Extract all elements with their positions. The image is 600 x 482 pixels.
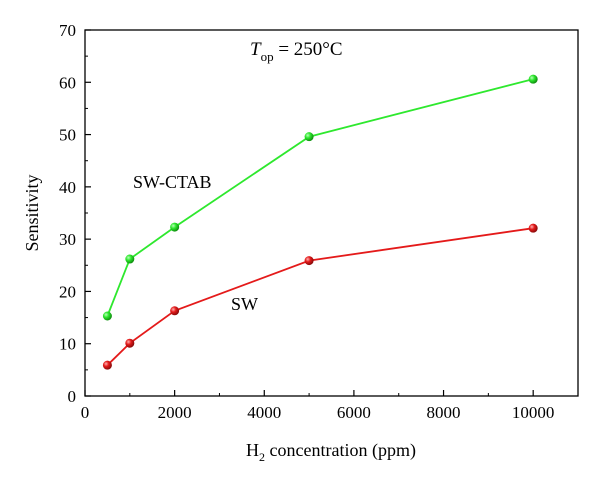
axes: 0 2000 4000 6000 8000 10000 0 10 20 30 40 50 60 70	[59, 21, 579, 422]
data-point-sw-ctab	[528, 74, 538, 84]
series-line-sw	[106, 227, 534, 366]
series-labels: SW-CTAB SW	[133, 172, 258, 314]
data-point-sw-ctab	[304, 132, 314, 142]
series-line-sw-ctab	[106, 78, 534, 317]
y-tick-label: 70	[59, 21, 76, 40]
x-axis-label-subscript: 2	[259, 450, 265, 464]
series-layer	[102, 74, 538, 370]
x-axis-label-suffix: concentration (ppm)	[265, 440, 416, 461]
data-point-sw	[528, 223, 538, 233]
data-point-sw	[304, 256, 314, 266]
x-tick-label: 2000	[158, 403, 192, 422]
data-point-sw-ctab	[125, 254, 135, 264]
y-tick-label: 60	[59, 73, 76, 92]
data-point-sw-ctab	[102, 311, 112, 321]
annotation-suffix: = 250°C	[274, 39, 343, 60]
data-point-sw	[102, 360, 112, 370]
y-tick-label: 40	[59, 178, 76, 197]
y-axis-label: Sensitivity	[22, 174, 42, 251]
x-tick-label: 8000	[427, 403, 461, 422]
x-axis-label-prefix: H	[246, 440, 259, 460]
data-point-sw-ctab	[170, 222, 180, 232]
data-point-sw	[125, 338, 135, 348]
plot-frame	[84, 29, 579, 397]
operating-temperature-annotation: Top = 250°C	[250, 39, 343, 64]
x-tick-label: 6000	[337, 403, 371, 422]
x-tick-label: 0	[81, 403, 90, 422]
series-label-sw-ctab: SW-CTAB	[133, 172, 212, 192]
annotation-symbol: T	[250, 39, 262, 60]
series-label-sw: SW	[231, 294, 258, 314]
y-tick-label: 0	[68, 387, 77, 406]
y-tick-label: 50	[59, 126, 76, 145]
x-tick-label: 4000	[247, 403, 281, 422]
x-tick-label: 10000	[512, 403, 555, 422]
data-point-sw	[170, 306, 180, 316]
x-axis-label: H2 concentration (ppm)	[246, 440, 416, 464]
y-tick-label: 10	[59, 335, 76, 354]
annotation-subscript: op	[261, 49, 274, 64]
y-tick-label: 20	[59, 282, 76, 301]
y-tick-label: 30	[59, 230, 76, 249]
